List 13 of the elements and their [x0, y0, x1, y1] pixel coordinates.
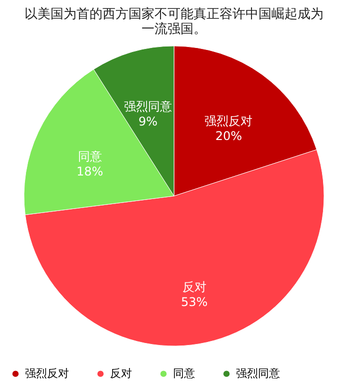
legend-label: 同意	[173, 366, 195, 380]
data-label: 18%	[76, 164, 104, 178]
slice-label: 强烈反对	[204, 114, 253, 128]
chart-title: 以美国为首的西方国家不可能真正容许中国崛起成为一流强国。	[24, 6, 324, 37]
data-label: 20%	[215, 128, 242, 143]
legend-label: 强烈反对	[25, 366, 69, 380]
slice-label: 强烈同意	[124, 100, 172, 114]
legend-label: 强烈同意	[236, 366, 280, 380]
slice-label: 同意	[78, 149, 102, 164]
data-label: 53%	[180, 294, 208, 309]
legend-label: 反对	[110, 366, 132, 380]
slice-label: 反对	[182, 280, 206, 294]
data-label: 9%	[138, 114, 158, 129]
